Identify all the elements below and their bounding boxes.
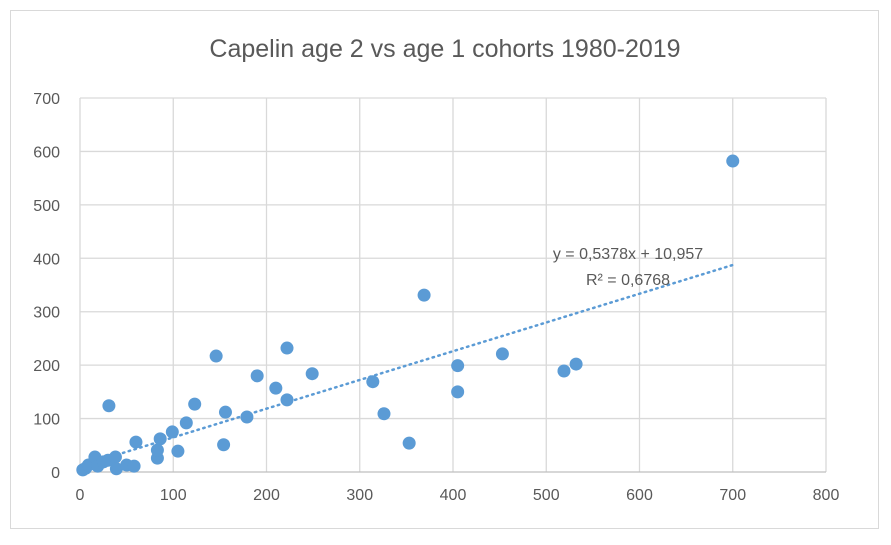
y-tick-label: 200 xyxy=(33,358,60,375)
trendline-r-squared: R² = 0,6768 xyxy=(586,272,670,289)
data-point xyxy=(102,399,116,413)
data-point xyxy=(726,154,740,168)
data-point xyxy=(402,436,416,450)
data-point xyxy=(188,397,202,411)
x-tick-label: 300 xyxy=(346,487,373,504)
data-point xyxy=(280,393,294,407)
data-point xyxy=(127,459,141,473)
data-point xyxy=(209,349,223,363)
data-point xyxy=(305,367,319,381)
x-tick-label: 500 xyxy=(533,487,560,504)
data-point xyxy=(217,438,231,452)
data-point xyxy=(557,364,571,378)
x-tick-label: 800 xyxy=(813,487,840,504)
x-tick-label: 700 xyxy=(719,487,746,504)
data-point xyxy=(150,443,164,457)
y-tick-label: 700 xyxy=(33,91,60,108)
trendline xyxy=(81,263,734,467)
data-point xyxy=(417,288,431,302)
data-point xyxy=(366,375,380,389)
y-tick-label: 400 xyxy=(33,251,60,268)
y-tick-label: 500 xyxy=(33,198,60,215)
data-point xyxy=(451,385,465,399)
data-point xyxy=(240,410,254,424)
x-tick-label: 600 xyxy=(626,487,653,504)
data-point xyxy=(269,381,283,395)
x-axis-tick-labels: 0 100 200 300 400 500 600 700 800 xyxy=(76,487,840,504)
data-points xyxy=(76,154,740,477)
chart-border xyxy=(10,10,879,529)
data-point xyxy=(171,444,185,458)
gridlines xyxy=(79,97,827,473)
y-tick-label: 0 xyxy=(51,465,60,482)
data-point xyxy=(280,341,294,355)
data-point xyxy=(495,347,509,361)
chart-title: Capelin age 2 vs age 1 cohorts 1980-2019 xyxy=(209,35,680,63)
data-point xyxy=(108,450,122,464)
y-tick-label: 300 xyxy=(33,305,60,322)
x-tick-label: 400 xyxy=(440,487,467,504)
trendline-equation: y = 0,5378x + 10,957 xyxy=(553,246,703,263)
x-tick-label: 0 xyxy=(76,487,85,504)
data-point xyxy=(153,432,167,446)
data-point xyxy=(451,359,465,373)
data-point xyxy=(165,425,179,439)
data-point xyxy=(129,435,143,449)
x-tick-label: 100 xyxy=(160,487,187,504)
y-tick-label: 600 xyxy=(33,144,60,161)
y-tick-label: 100 xyxy=(33,412,60,429)
data-point xyxy=(569,357,583,371)
y-axis-tick-labels: 0 100 200 300 400 500 600 700 xyxy=(33,91,60,482)
data-point xyxy=(250,369,264,383)
data-point xyxy=(109,462,123,476)
x-tick-label: 200 xyxy=(253,487,280,504)
data-point xyxy=(179,416,193,430)
data-point xyxy=(218,405,232,419)
data-point xyxy=(377,407,391,421)
